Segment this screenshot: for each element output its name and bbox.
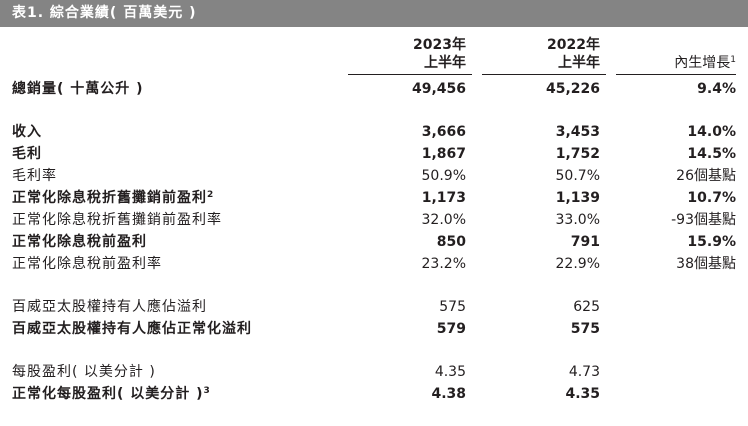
row-label-text: 正常化除息稅前盈利 bbox=[12, 234, 147, 250]
header-2023-year: 2023年 bbox=[413, 37, 466, 53]
footnote-marker: 2 bbox=[207, 190, 215, 200]
value-growth: 14.5% bbox=[687, 146, 736, 162]
row-label: 收入 bbox=[12, 122, 42, 142]
value-2022: 3,453 bbox=[555, 124, 600, 140]
value-2022: 1,139 bbox=[555, 190, 600, 206]
value-2023: 850 bbox=[436, 234, 466, 250]
table-row: 正常化每股盈利( 以美分計 )3 4.38 4.35 bbox=[0, 384, 748, 404]
row-label: 每股盈利( 以美分計 ) bbox=[12, 362, 156, 382]
value-2022: 22.9% bbox=[555, 256, 600, 272]
row-label: 正常化除息稅折舊攤銷前盈利2 bbox=[12, 188, 214, 208]
header-organic-growth: 內生增長1 bbox=[674, 54, 736, 72]
header-organic-growth-label: 內生增長 bbox=[674, 55, 731, 71]
value-2022: 625 bbox=[573, 299, 600, 315]
value-2023: 32.0% bbox=[421, 212, 466, 228]
header-2022-year: 2022年 bbox=[547, 37, 600, 53]
value-2023: 49,456 bbox=[411, 81, 466, 97]
row-label: 正常化除息稅前盈利 bbox=[12, 232, 147, 252]
table-row: 正常化除息稅前盈利率 23.2% 22.9% 38個基點 bbox=[0, 254, 748, 274]
value-2022: 4.73 bbox=[568, 364, 600, 380]
header-2023-h1: 2023年 上半年 bbox=[413, 36, 466, 72]
table-row: 收入 3,666 3,453 14.0% bbox=[0, 122, 748, 142]
value-growth: -93個基點 bbox=[671, 212, 736, 228]
table-row: 百威亞太股權持有人應佔溢利 575 625 bbox=[0, 297, 748, 317]
row-label-text: 毛利率 bbox=[12, 168, 57, 184]
row-label-text: 每股盈利( 以美分計 ) bbox=[12, 364, 156, 380]
table-title: 表1. 綜合業績( 百萬美元 ) bbox=[0, 0, 748, 27]
value-2023: 4.35 bbox=[434, 364, 466, 380]
header-underline-2023 bbox=[348, 74, 472, 75]
table-row: 毛利 1,867 1,752 14.5% bbox=[0, 144, 748, 164]
value-2022: 45,226 bbox=[545, 81, 600, 97]
row-label-text: 毛利 bbox=[12, 146, 42, 162]
footnote-marker: 1 bbox=[730, 55, 736, 65]
table-row: 總銷量( 十萬公升 ) 49,456 45,226 9.4% bbox=[0, 79, 748, 99]
table-row: 毛利率 50.9% 50.7% 26個基點 bbox=[0, 166, 748, 186]
value-2023: 50.9% bbox=[421, 168, 466, 184]
row-label: 正常化每股盈利( 以美分計 )3 bbox=[12, 384, 211, 404]
row-label-text: 百威亞太股權持有人應佔正常化溢利 bbox=[12, 321, 252, 337]
row-label-text: 收入 bbox=[12, 124, 42, 140]
value-2023: 1,173 bbox=[421, 190, 466, 206]
header-2022-h1: 2022年 上半年 bbox=[547, 36, 600, 72]
value-2023: 3,666 bbox=[421, 124, 466, 140]
value-2022: 50.7% bbox=[555, 168, 600, 184]
row-label: 正常化除息稅折舊攤銷前盈利率 bbox=[12, 210, 222, 230]
value-growth: 10.7% bbox=[687, 190, 736, 206]
value-2023: 579 bbox=[436, 321, 466, 337]
row-label-text: 百威亞太股權持有人應佔溢利 bbox=[12, 299, 207, 315]
row-label: 毛利 bbox=[12, 144, 42, 164]
header-underline-growth bbox=[616, 74, 736, 75]
row-label: 總銷量( 十萬公升 ) bbox=[12, 79, 144, 99]
row-label: 百威亞太股權持有人應佔正常化溢利 bbox=[12, 319, 252, 339]
header-2022-half: 上半年 bbox=[558, 55, 600, 71]
table-row: 每股盈利( 以美分計 ) 4.35 4.73 bbox=[0, 362, 748, 382]
value-2023: 575 bbox=[439, 299, 466, 315]
row-label: 毛利率 bbox=[12, 166, 57, 186]
header-2023-half: 上半年 bbox=[424, 55, 466, 71]
row-label: 百威亞太股權持有人應佔溢利 bbox=[12, 297, 207, 317]
row-label-text: 正常化每股盈利( 以美分計 ) bbox=[12, 386, 204, 402]
table-row: 百威亞太股權持有人應佔正常化溢利 579 575 bbox=[0, 319, 748, 339]
row-label: 正常化除息稅前盈利率 bbox=[12, 254, 162, 274]
row-label-text: 正常化除息稅折舊攤銷前盈利率 bbox=[12, 212, 222, 228]
value-growth: 26個基點 bbox=[676, 168, 736, 184]
table-row: 正常化除息稅前盈利 850 791 15.9% bbox=[0, 232, 748, 252]
value-2023: 23.2% bbox=[421, 256, 466, 272]
value-growth: 9.4% bbox=[697, 81, 736, 97]
row-label-text: 總銷量( 十萬公升 ) bbox=[12, 81, 144, 97]
header-underline-2022 bbox=[482, 74, 606, 75]
row-label-text: 正常化除息稅折舊攤銷前盈利 bbox=[12, 190, 207, 206]
value-2022: 4.35 bbox=[565, 386, 600, 402]
value-2022: 575 bbox=[570, 321, 600, 337]
value-2023: 4.38 bbox=[431, 386, 466, 402]
value-2023: 1,867 bbox=[421, 146, 466, 162]
row-label-text: 正常化除息稅前盈利率 bbox=[12, 256, 162, 272]
value-2022: 1,752 bbox=[555, 146, 600, 162]
value-2022: 791 bbox=[570, 234, 600, 250]
footnote-marker: 3 bbox=[203, 386, 211, 396]
table-row: 正常化除息稅折舊攤銷前盈利率 32.0% 33.0% -93個基點 bbox=[0, 210, 748, 230]
value-2022: 33.0% bbox=[555, 212, 600, 228]
value-growth: 15.9% bbox=[687, 234, 736, 250]
value-growth: 38個基點 bbox=[676, 256, 736, 272]
table-row: 正常化除息稅折舊攤銷前盈利2 1,173 1,139 10.7% bbox=[0, 188, 748, 208]
value-growth: 14.0% bbox=[687, 124, 736, 140]
